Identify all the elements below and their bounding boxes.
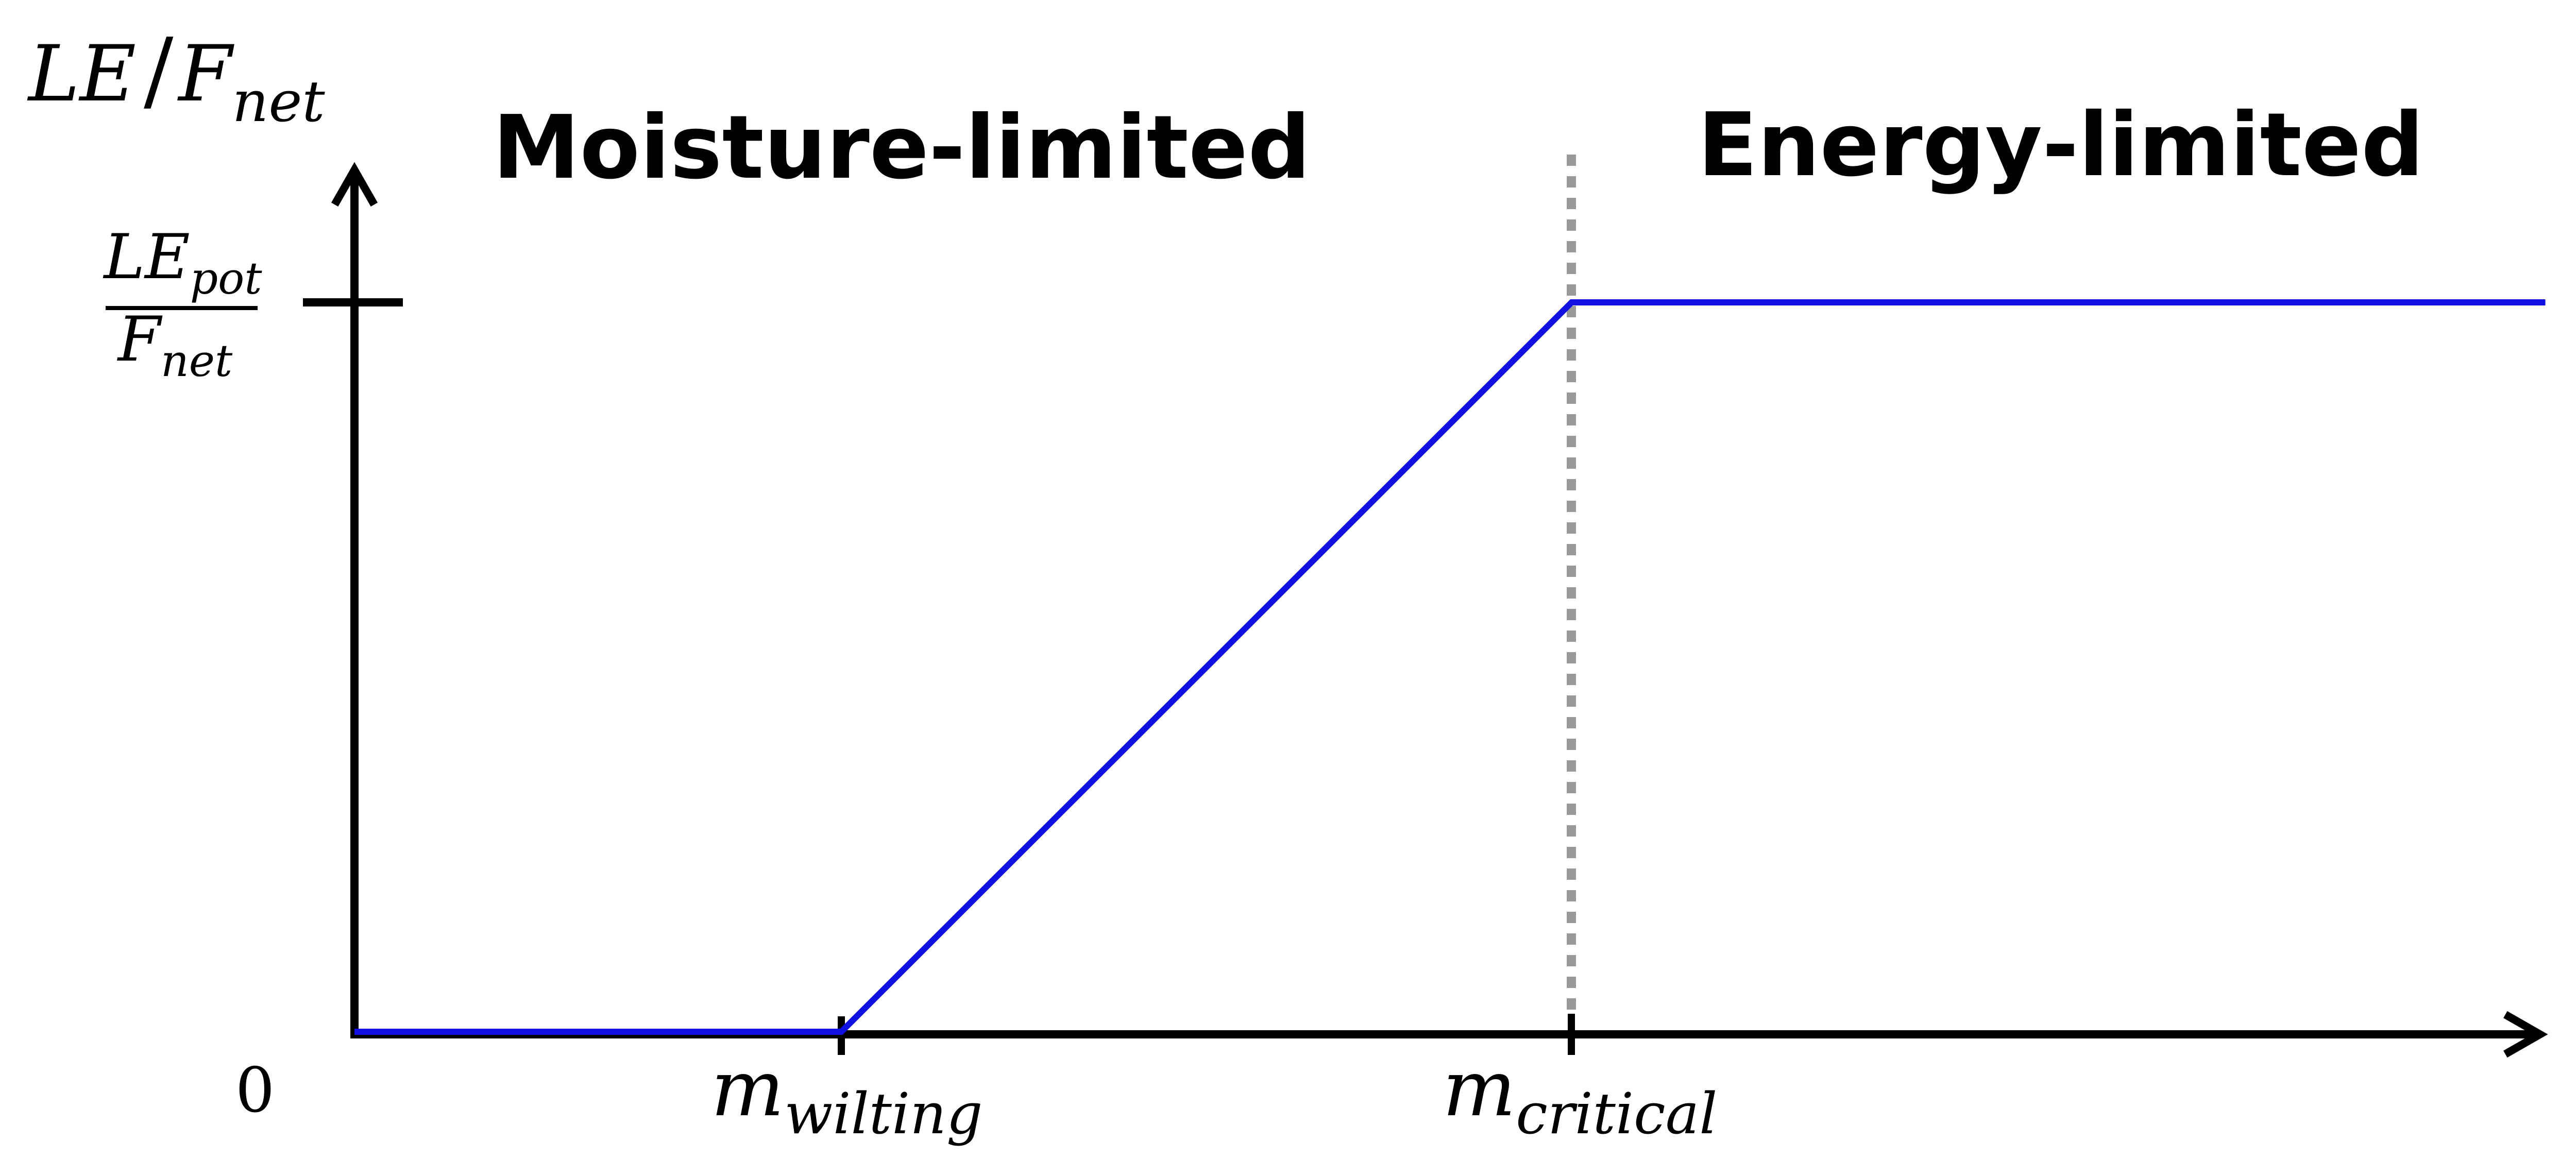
x-tick-label-wilting: mwilting	[711, 1044, 982, 1147]
y-tick-label-potential: LEpot Fnet	[103, 221, 262, 387]
evaporation-curve	[354, 299, 2546, 1035]
region-label-moisture-limited: Moisture-limited	[493, 97, 1311, 199]
origin-label: 0	[235, 1055, 275, 1127]
y-axis-label: LE/Fnet	[27, 20, 325, 134]
x-tick-label-critical: mcritical	[1443, 1044, 1717, 1147]
svg-text:LEpot: LEpot	[103, 221, 262, 304]
svg-text:Fnet: Fnet	[117, 304, 233, 387]
region-label-energy-limited: Energy-limited	[1698, 94, 2424, 196]
